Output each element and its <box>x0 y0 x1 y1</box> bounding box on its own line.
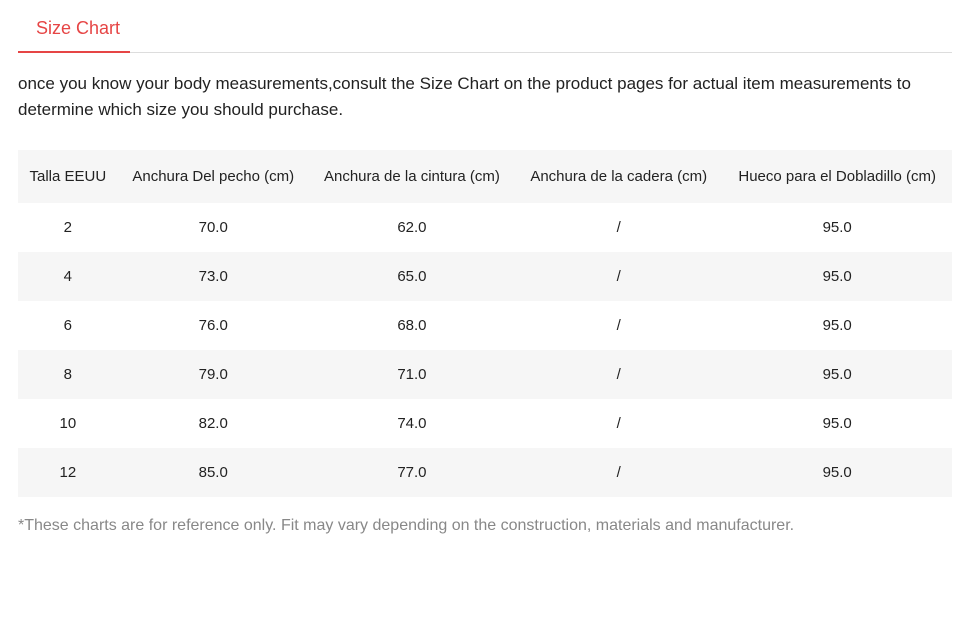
cell: 70.0 <box>118 203 309 252</box>
col-header: Anchura de la cadera (cm) <box>515 150 722 203</box>
cell: 82.0 <box>118 399 309 448</box>
size-chart-footnote: *These charts are for reference only. Fi… <box>18 517 952 535</box>
table-row: 8 79.0 71.0 / 95.0 <box>18 350 952 399</box>
col-header: Anchura de la cintura (cm) <box>309 150 515 203</box>
table-row: 6 76.0 68.0 / 95.0 <box>18 301 952 350</box>
cell: 2 <box>18 203 118 252</box>
table-row: 12 85.0 77.0 / 95.0 <box>18 448 952 497</box>
tab-size-chart[interactable]: Size Chart <box>18 8 130 53</box>
cell: 85.0 <box>118 448 309 497</box>
cell: 65.0 <box>309 252 515 301</box>
cell: 95.0 <box>722 448 952 497</box>
cell: 6 <box>18 301 118 350</box>
cell: 71.0 <box>309 350 515 399</box>
cell: 95.0 <box>722 252 952 301</box>
size-chart-description: once you know your body measurements,con… <box>18 71 952 122</box>
cell: 79.0 <box>118 350 309 399</box>
cell: / <box>515 350 722 399</box>
col-header: Hueco para el Dobladillo (cm) <box>722 150 952 203</box>
table-header-row: Talla EEUU Anchura Del pecho (cm) Anchur… <box>18 150 952 203</box>
cell: 76.0 <box>118 301 309 350</box>
cell: / <box>515 448 722 497</box>
cell: 95.0 <box>722 301 952 350</box>
cell: 12 <box>18 448 118 497</box>
size-chart-table: Talla EEUU Anchura Del pecho (cm) Anchur… <box>18 150 952 497</box>
size-chart-panel: Size Chart once you know your body measu… <box>0 0 970 553</box>
cell: 68.0 <box>309 301 515 350</box>
cell: 74.0 <box>309 399 515 448</box>
cell: / <box>515 252 722 301</box>
table-row: 10 82.0 74.0 / 95.0 <box>18 399 952 448</box>
cell: 8 <box>18 350 118 399</box>
cell: 62.0 <box>309 203 515 252</box>
cell: / <box>515 301 722 350</box>
cell: / <box>515 203 722 252</box>
cell: 73.0 <box>118 252 309 301</box>
cell: 95.0 <box>722 350 952 399</box>
table-row: 4 73.0 65.0 / 95.0 <box>18 252 952 301</box>
col-header: Anchura Del pecho (cm) <box>118 150 309 203</box>
cell: 95.0 <box>722 203 952 252</box>
cell: / <box>515 399 722 448</box>
cell: 4 <box>18 252 118 301</box>
tabs-bar: Size Chart <box>18 8 952 53</box>
col-header: Talla EEUU <box>18 150 118 203</box>
cell: 10 <box>18 399 118 448</box>
table-row: 2 70.0 62.0 / 95.0 <box>18 203 952 252</box>
cell: 77.0 <box>309 448 515 497</box>
cell: 95.0 <box>722 399 952 448</box>
